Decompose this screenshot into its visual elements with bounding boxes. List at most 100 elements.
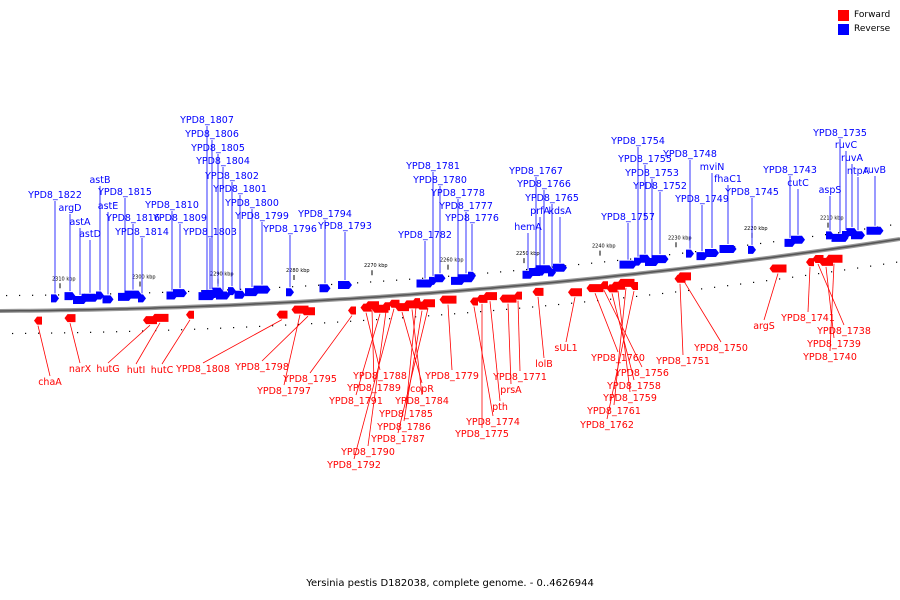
reverse-gene-label: YPD8_1781 bbox=[405, 161, 460, 172]
forward-gene-label: YPD8_1751 bbox=[655, 356, 710, 367]
reverse-gene-label: YPD8_1755 bbox=[617, 154, 672, 165]
minor-tick bbox=[526, 268, 528, 271]
forward-gene-leader bbox=[161, 319, 191, 365]
minor-tick bbox=[487, 272, 489, 274]
reverse-gene-label: hemA bbox=[514, 222, 542, 233]
minor-tick bbox=[149, 292, 151, 294]
minor-tick bbox=[623, 297, 625, 299]
forward-gene-label: sUL1 bbox=[554, 343, 577, 354]
minor-tick bbox=[279, 286, 281, 288]
forward-gene-label: YPD8_1740 bbox=[802, 352, 857, 363]
minor-tick bbox=[77, 332, 79, 334]
minor-tick bbox=[305, 285, 307, 287]
reverse-gene-label: ntpA bbox=[847, 166, 870, 177]
forward-gene-feature bbox=[630, 282, 638, 291]
reverse-gene-feature bbox=[124, 290, 142, 299]
reverse-gene-feature bbox=[719, 244, 737, 253]
minor-tick bbox=[558, 303, 560, 306]
minor-tick bbox=[825, 234, 827, 236]
forward-gene-leader bbox=[283, 314, 301, 386]
minor-tick bbox=[51, 332, 53, 334]
forward-gene-leader bbox=[397, 308, 429, 434]
reverse-gene-feature bbox=[791, 235, 805, 244]
reverse-gene-label: YPD8_1754 bbox=[610, 136, 665, 147]
minor-tick bbox=[467, 312, 469, 314]
minor-tick bbox=[571, 302, 573, 304]
minor-tick bbox=[45, 294, 47, 296]
forward-gene-feature bbox=[499, 294, 517, 303]
minor-tick bbox=[116, 331, 118, 333]
reverse-gene-label: astB bbox=[89, 175, 110, 186]
forward-gene-leader bbox=[829, 263, 835, 352]
reverse-gene-feature bbox=[468, 271, 476, 280]
forward-gene-feature bbox=[276, 310, 288, 319]
reverse-gene-label: YPD8_1810 bbox=[144, 200, 199, 211]
forward-swatch bbox=[838, 9, 849, 21]
forward-gene-label: YPD8_1785 bbox=[378, 409, 433, 420]
reverse-gene-label: aspS bbox=[819, 185, 842, 196]
legend-item-reverse: Reverse bbox=[838, 22, 890, 36]
minor-tick bbox=[584, 301, 586, 303]
reverse-gene-label: YPD8_1767 bbox=[508, 166, 563, 177]
minor-tick bbox=[695, 251, 697, 253]
forward-gene-leader bbox=[371, 310, 375, 383]
forward-gene-feature bbox=[34, 316, 42, 325]
minor-tick bbox=[519, 307, 521, 309]
minor-tick bbox=[766, 280, 768, 282]
forward-gene-feature bbox=[291, 305, 309, 314]
forward-gene-label: argS bbox=[753, 321, 775, 332]
minor-tick bbox=[844, 269, 846, 271]
forward-gene-leader bbox=[473, 306, 494, 417]
forward-gene-label: YPD8_1739 bbox=[806, 339, 861, 350]
forward-gene-label: lolB bbox=[535, 359, 553, 370]
forward-gene-label: pth bbox=[492, 402, 508, 413]
forward-gene-leader bbox=[613, 287, 627, 406]
scale-label: 2290 kbp bbox=[210, 272, 234, 278]
reverse-gene-label: YPD8_1816 bbox=[105, 213, 160, 224]
forward-gene-label: YPD8_1795 bbox=[282, 374, 337, 385]
scale-label: 2310 kbp bbox=[52, 276, 76, 282]
minor-tick bbox=[240, 288, 242, 290]
forward-gene-leader bbox=[107, 324, 151, 364]
forward-gene-label: YPD8_1808 bbox=[175, 364, 230, 375]
minor-tick bbox=[688, 289, 690, 292]
forward-gene-label: YPD8_1738 bbox=[816, 326, 871, 337]
forward-gene-feature bbox=[348, 306, 356, 315]
minor-tick bbox=[389, 318, 391, 320]
forward-gene-leader bbox=[69, 323, 81, 364]
forward-gene-label: YPD8_1784 bbox=[394, 396, 449, 407]
minor-tick bbox=[727, 285, 729, 287]
reverse-gene-feature bbox=[651, 255, 669, 264]
forward-gene-label: YPD8_1786 bbox=[376, 422, 431, 433]
forward-gene-feature bbox=[421, 299, 435, 308]
forward-gene-feature bbox=[514, 291, 522, 300]
minor-tick bbox=[285, 324, 287, 326]
forward-gene-feature bbox=[769, 264, 787, 273]
forward-gene-leader bbox=[261, 315, 309, 362]
minor-tick bbox=[747, 244, 749, 246]
minor-tick bbox=[441, 314, 443, 316]
reverse-gene-feature bbox=[96, 291, 104, 300]
forward-gene-label: YPD8_1771 bbox=[492, 372, 547, 383]
reverse-gene-label: YPD8_1802 bbox=[204, 171, 259, 182]
minor-tick bbox=[6, 294, 8, 297]
forward-gene-label: YPD8_1792 bbox=[326, 460, 381, 471]
minor-tick bbox=[448, 275, 450, 277]
minor-tick bbox=[311, 323, 313, 325]
minor-tick bbox=[19, 294, 21, 297]
forward-gene-label: narX bbox=[69, 364, 92, 375]
forward-gene-label: YPD8_1761 bbox=[586, 406, 641, 417]
reverse-gene-label: YPD8_1776 bbox=[444, 213, 499, 224]
reverse-gene-label: kdsA bbox=[549, 206, 572, 217]
forward-gene-leader bbox=[763, 273, 779, 321]
forward-gene-leader bbox=[807, 267, 811, 313]
minor-tick bbox=[896, 261, 898, 263]
minor-tick bbox=[662, 292, 664, 295]
forward-gene-label: YPD8_1762 bbox=[579, 420, 634, 431]
minor-tick bbox=[604, 261, 606, 263]
minor-tick bbox=[402, 317, 404, 319]
reverse-gene-label: ruvB bbox=[864, 165, 886, 176]
reverse-gene-feature bbox=[228, 287, 236, 296]
reverse-gene-label: YPD8_1800 bbox=[224, 198, 279, 209]
minor-tick bbox=[194, 328, 196, 330]
